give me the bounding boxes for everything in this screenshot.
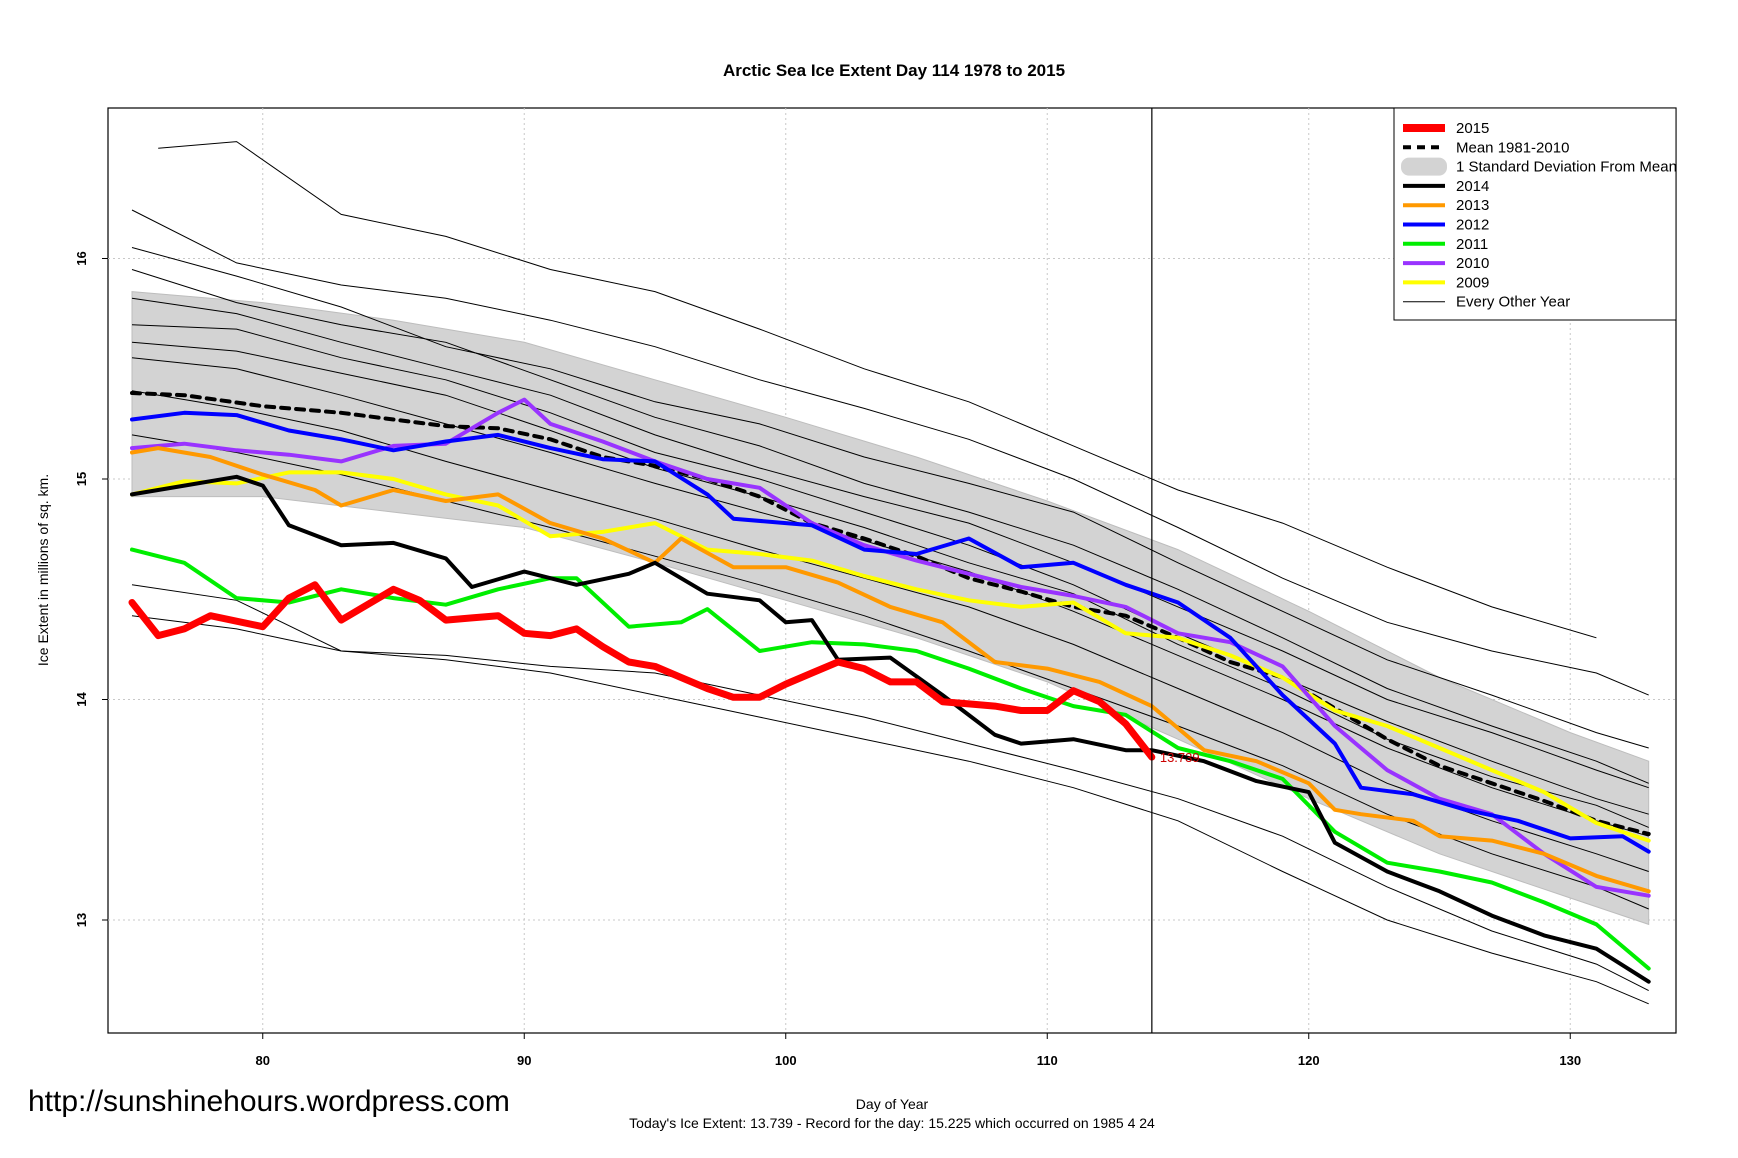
legend-2011-label: 2011: [1456, 236, 1488, 253]
chart-title: Arctic Sea Ice Extent Day 114 1978 to 20…: [723, 61, 1065, 80]
x-tick-label: 100: [775, 1053, 797, 1068]
legend-sd-band-label: 1 Standard Deviation From Mean: [1456, 159, 1677, 176]
plot-area: 13.739: [107, 107, 1677, 1034]
every-other-year-line: [131, 324, 1649, 815]
legend: 2015 Mean 1981-2010 1 Standard Deviation F…: [1393, 107, 1677, 321]
x-axis-label: Day of Year: [856, 1096, 929, 1112]
series-2011-line: [130, 547, 1651, 971]
mean-line: [130, 391, 1651, 836]
plot-frame: [107, 107, 1677, 1034]
y-tick-label: 15: [74, 472, 89, 486]
legend-2010-label: 2010: [1456, 255, 1489, 272]
every-other-year-line: [131, 297, 1649, 789]
legend-2014-label: 2014: [1456, 178, 1489, 195]
url-watermark: http://sunshinehours.wordpress.com: [28, 1085, 510, 1118]
series-2009-line: [130, 470, 1651, 843]
legend-2012-label: 2012: [1456, 217, 1489, 234]
x-tick-label: 120: [1298, 1053, 1320, 1068]
legend-sd-band-swatch: [1401, 157, 1447, 176]
legend-mean-label: Mean 1981-2010: [1456, 139, 1569, 156]
every-other-year-line: [131, 357, 1649, 837]
every-other-year-line: [131, 615, 1649, 1005]
legend-box: [1393, 107, 1677, 321]
series-2012-line: [130, 410, 1651, 854]
series-2010-line: [130, 397, 1651, 898]
every-other-year-line: [131, 584, 1649, 992]
series-2013-line: [130, 446, 1651, 894]
every-other-year-line: [131, 209, 1649, 696]
y-axis-label: Ice Extent in millions of sq. km.: [35, 474, 51, 666]
footer-text: Today's Ice Extent: 13.739 - Record for …: [629, 1115, 1155, 1131]
legend-2015-label: 2015: [1456, 120, 1489, 137]
y-tick-label: 16: [74, 251, 89, 265]
current-value-label: 13.739: [1160, 750, 1200, 765]
legend-every-other-year-label: Every Other Year: [1456, 294, 1570, 311]
y-tick-label: 14: [74, 692, 89, 707]
x-tick-label: 80: [256, 1053, 270, 1068]
every-other-year-line: [131, 341, 1649, 828]
x-tick-label: 110: [1037, 1053, 1058, 1068]
legend-2009-label: 2009: [1456, 274, 1489, 291]
series-2015-line: [128, 581, 1156, 761]
every-other-year-line: [158, 141, 1597, 639]
x-tick-label: 130: [1559, 1053, 1581, 1068]
y-tick-label: 13: [74, 913, 89, 927]
x-tick-label: 90: [517, 1053, 531, 1068]
every-other-year-line: [131, 269, 1649, 784]
every-other-year-line: [131, 247, 1649, 749]
legend-2013-label: 2013: [1456, 197, 1489, 214]
